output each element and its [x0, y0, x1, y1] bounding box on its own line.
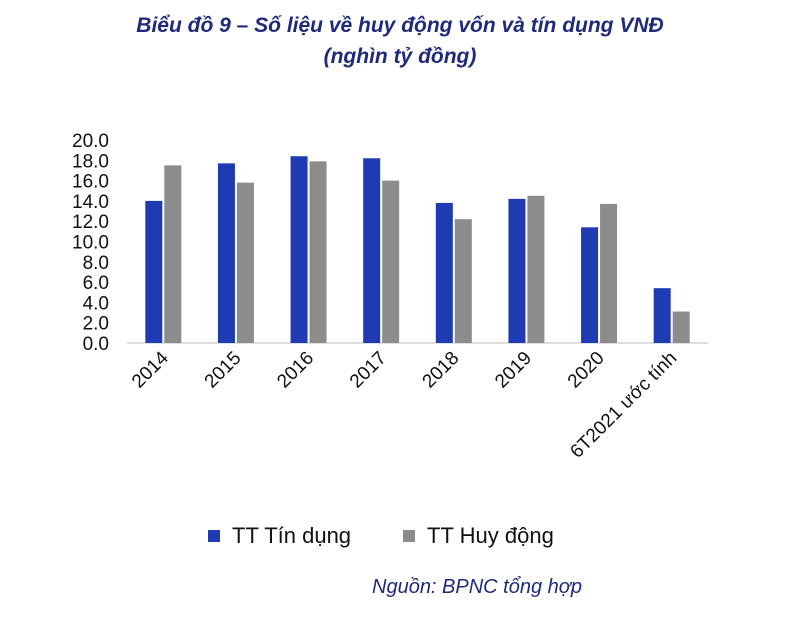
bar-huy-dong: [382, 180, 400, 343]
x-tick-label: 2018: [419, 348, 464, 393]
legend-swatch-huy-dong: [403, 530, 416, 542]
bar-huy-dong: [600, 203, 618, 343]
bar-tin-dung: [145, 200, 163, 343]
x-tick-label: 2017: [346, 348, 391, 393]
bar-huy-dong: [527, 195, 545, 343]
x-tick-label: 2016: [273, 348, 318, 393]
bar-tin-dung: [435, 202, 453, 343]
bar-huy-dong: [454, 219, 472, 343]
bar-tin-dung: [363, 158, 381, 343]
chart-title-line-1: Biểu đồ 9 – Số liệu về huy động vốn và t…: [136, 14, 664, 37]
chart-legend: TT Tín dụng TT Huy động: [208, 521, 606, 551]
bar-huy-dong: [309, 161, 327, 343]
legend-item-huy-dong: TT Huy động: [403, 523, 554, 549]
y-tick-label: 10.0: [72, 233, 109, 254]
bar-tin-dung: [653, 288, 671, 343]
legend-item-tin-dung: TT Tín dụng: [208, 523, 351, 549]
y-tick-label: 2.0: [83, 314, 109, 335]
legend-label-tin-dung: TT Tín dụng: [232, 523, 352, 548]
bar-huy-dong: [672, 311, 690, 343]
bar-tin-dung: [508, 198, 526, 343]
y-tick-label: 8.0: [83, 253, 109, 274]
y-tick-label: 20.0: [72, 131, 109, 152]
source-note: Nguồn: BPNC tổng hợp: [372, 576, 582, 598]
bar-huy-dong: [164, 165, 182, 343]
y-tick-label: 16.0: [72, 172, 109, 193]
bar-huy-dong: [236, 182, 254, 343]
x-tick-label: 2014: [128, 347, 173, 392]
y-tick-label: 12.0: [72, 212, 109, 233]
y-tick-label: 4.0: [83, 293, 109, 314]
bar-tin-dung: [581, 227, 599, 343]
chart-title-line-2: (nghìn tỷ đồng): [323, 45, 477, 68]
chart-title: Biểu đồ 9 – Số liệu về huy động vốn và t…: [0, 10, 800, 72]
bar-tin-dung: [217, 163, 235, 343]
y-tick-label: 6.0: [83, 273, 109, 294]
x-tick-label: 2019: [491, 348, 536, 393]
x-tick-label: 2015: [201, 348, 246, 393]
legend-swatch-tin-dung: [208, 530, 220, 542]
legend-label-huy-dong: TT Huy động: [427, 523, 554, 548]
x-tick-label: 2020: [564, 348, 609, 393]
y-tick-label: 0.0: [83, 334, 109, 355]
y-tick-label: 18.0: [72, 151, 109, 172]
y-tick-label: 14.0: [72, 192, 109, 213]
bar-tin-dung: [290, 156, 308, 343]
